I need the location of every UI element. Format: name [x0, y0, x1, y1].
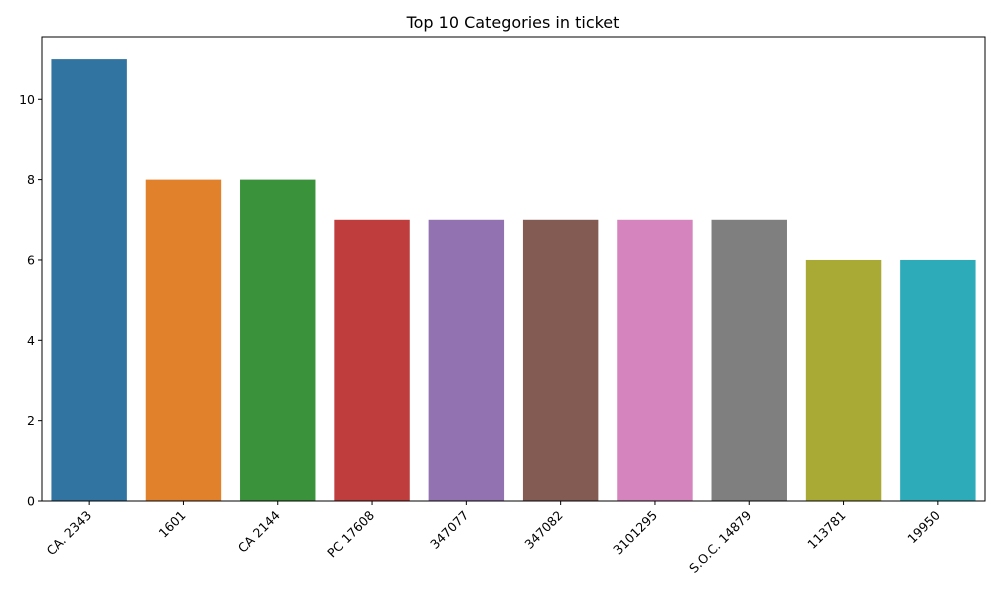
bar	[428, 219, 505, 501]
x-tick-label: CA 2144	[235, 507, 283, 555]
bar	[617, 219, 693, 501]
y-tick-label: 10	[19, 92, 35, 107]
chart-title: Top 10 Categories in ticket	[406, 13, 620, 32]
x-tick-label: 19950	[904, 507, 943, 546]
bar	[334, 219, 410, 501]
x-tick-label: CA. 2343	[43, 508, 94, 559]
y-tick-label: 8	[27, 172, 35, 187]
bar	[900, 259, 976, 501]
x-tick-label: 113781	[804, 508, 848, 552]
bar	[240, 179, 316, 501]
x-axis: CA. 2343 1601 CA 2144 PC 17608 347077 347082 3…	[43, 501, 943, 576]
bars-group	[51, 59, 976, 501]
x-tick-label: 347077	[427, 508, 471, 552]
y-tick-label: 4	[27, 333, 35, 348]
bar	[522, 219, 599, 501]
bar	[805, 259, 882, 501]
y-tick-label: 2	[27, 413, 35, 428]
y-axis: 0 2 4 6 8 10	[19, 92, 42, 509]
y-tick-label: 0	[27, 494, 35, 509]
plot-frame	[41, 36, 986, 502]
bar	[711, 219, 787, 501]
x-tick-label: 347082	[521, 508, 565, 552]
x-tick-label: 1601	[155, 508, 188, 541]
bar	[51, 59, 127, 501]
y-tick-label: 6	[27, 252, 35, 267]
x-tick-label: 3101295	[610, 508, 660, 558]
x-tick-label: PC 17608	[324, 507, 377, 560]
bar	[145, 179, 222, 501]
x-tick-label: S.O.C. 14879	[686, 507, 754, 575]
